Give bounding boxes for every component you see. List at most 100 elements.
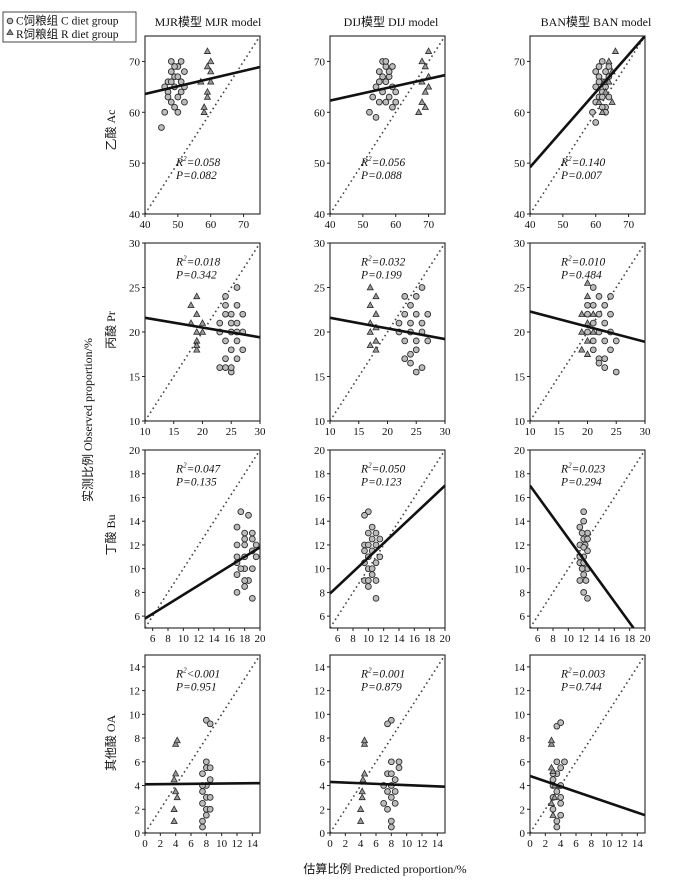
- r-diet-point: [360, 739, 369, 747]
- regression-line: [145, 546, 260, 620]
- c-diet-point: [202, 758, 210, 766]
- x-tick-label: 0: [527, 838, 533, 850]
- c-diet-point: [167, 58, 175, 65]
- x-tick-label: 0: [327, 838, 333, 850]
- c-diet-point: [392, 98, 400, 106]
- c-diet-point: [595, 63, 603, 70]
- c-diet-point: [584, 535, 591, 543]
- y-tick-label: 15: [314, 372, 326, 384]
- r-diet-point: [198, 327, 207, 335]
- p-value-label: P=0.199: [360, 270, 402, 282]
- r-diet-point: [372, 345, 380, 353]
- identity-line: [330, 655, 445, 833]
- x-tick-label: 0: [142, 838, 148, 850]
- plot-frame: [529, 35, 646, 215]
- y-tick-label: 60: [129, 107, 141, 119]
- plot-frame: [144, 35, 261, 215]
- c-diet-point: [233, 284, 241, 291]
- c-diet-point: [582, 577, 590, 584]
- c-diet-point: [382, 58, 390, 65]
- c-diet-point: [364, 529, 372, 537]
- x-tick-label: 16: [409, 633, 421, 645]
- c-diet-point: [248, 565, 256, 573]
- c-diet-point: [601, 364, 609, 371]
- c-diet-point: [241, 535, 249, 543]
- c-diet-point: [227, 319, 235, 327]
- c-diet-point: [233, 523, 241, 531]
- c-diet-point: [601, 319, 609, 327]
- r-diet-point: [418, 57, 426, 65]
- c-diet-point: [364, 577, 372, 584]
- y-tick-label: 6: [135, 757, 141, 769]
- y-tick-label: 15: [514, 372, 526, 384]
- y-tick-label: 40: [129, 209, 141, 221]
- regression-line: [145, 781, 260, 786]
- plot-frame: [144, 654, 261, 834]
- r-diet-point: [173, 736, 181, 744]
- y-tick-label: 30: [314, 238, 326, 250]
- panel-bu-mjr: 6 8 10 12 14 16 18 2068101214161820R2=0.047P=0.…: [129, 445, 266, 645]
- r-diet-point: [598, 108, 606, 115]
- c-diet-point: [174, 73, 182, 81]
- y-axis-title: 实测比例 Observed proportion/%: [80, 338, 95, 502]
- c-diet-point: [589, 337, 597, 345]
- c-diet-point: [407, 359, 414, 367]
- c-diet-point: [557, 764, 565, 772]
- c-diet-point: [233, 319, 241, 327]
- c-diet-point: [561, 758, 568, 766]
- r-squared-label: R2=0.050: [360, 462, 405, 476]
- r-diet-point: [583, 350, 592, 357]
- c-diet-point: [557, 799, 565, 807]
- x-tick-label: 6: [150, 633, 156, 645]
- c-diet-point: [227, 364, 235, 371]
- x-tick-label: 12: [193, 633, 204, 645]
- r-diet-point: [589, 310, 597, 317]
- c-diet-point: [171, 63, 178, 70]
- identity-line: [145, 36, 260, 214]
- x-tick-label: 30: [640, 426, 652, 438]
- legend-triangle-icon: [6, 28, 14, 35]
- c-diet-point: [164, 93, 172, 101]
- c-diet-point: [199, 799, 206, 807]
- x-tick-label: 6: [335, 633, 341, 645]
- x-tick-label: 30: [255, 426, 267, 438]
- y-tick-label: 10: [129, 564, 141, 576]
- c-diet-point: [233, 571, 241, 578]
- y-tick-label: 50: [129, 158, 141, 170]
- y-tick-label: 20: [314, 445, 326, 457]
- identity-line: [145, 450, 260, 628]
- row-title-oa: 其他酸 OA: [103, 715, 118, 772]
- c-diet-point: [384, 720, 391, 728]
- y-tick-label: 50: [314, 158, 326, 170]
- c-diet-point: [584, 301, 591, 309]
- y-tick-label: 6: [520, 757, 526, 769]
- identity-line: [145, 655, 260, 833]
- c-diet-point: [202, 811, 210, 819]
- y-tick-label: 16: [514, 492, 526, 504]
- x-tick-label: 16: [224, 633, 236, 645]
- regression-line: [530, 484, 635, 628]
- c-diet-point: [424, 337, 432, 345]
- y-tick-label: 70: [514, 56, 526, 68]
- c-diet-point: [222, 310, 229, 318]
- c-diet-point: [222, 364, 229, 371]
- c-diet-point: [553, 817, 561, 825]
- r-diet-point: [207, 57, 215, 65]
- c-diet-point: [387, 823, 395, 831]
- legend-label-c: C饲粮组 C diet group: [16, 14, 119, 28]
- x-tick-label: 12: [578, 633, 589, 645]
- c-diet-point: [199, 817, 206, 825]
- c-diet-point: [589, 301, 597, 309]
- c-diet-point: [222, 337, 229, 345]
- c-diet-point: [174, 93, 182, 101]
- y-tick-label: 20: [314, 327, 326, 339]
- r-diet-point: [372, 310, 380, 317]
- y-tick-label: 10: [514, 416, 526, 428]
- x-tick-label: 4: [558, 838, 564, 850]
- x-tick-label: 40: [325, 219, 337, 231]
- c-diet-point: [199, 770, 206, 778]
- r-diet-point: [203, 47, 212, 54]
- r-diet-point: [578, 327, 586, 335]
- r-diet-point: [187, 301, 195, 309]
